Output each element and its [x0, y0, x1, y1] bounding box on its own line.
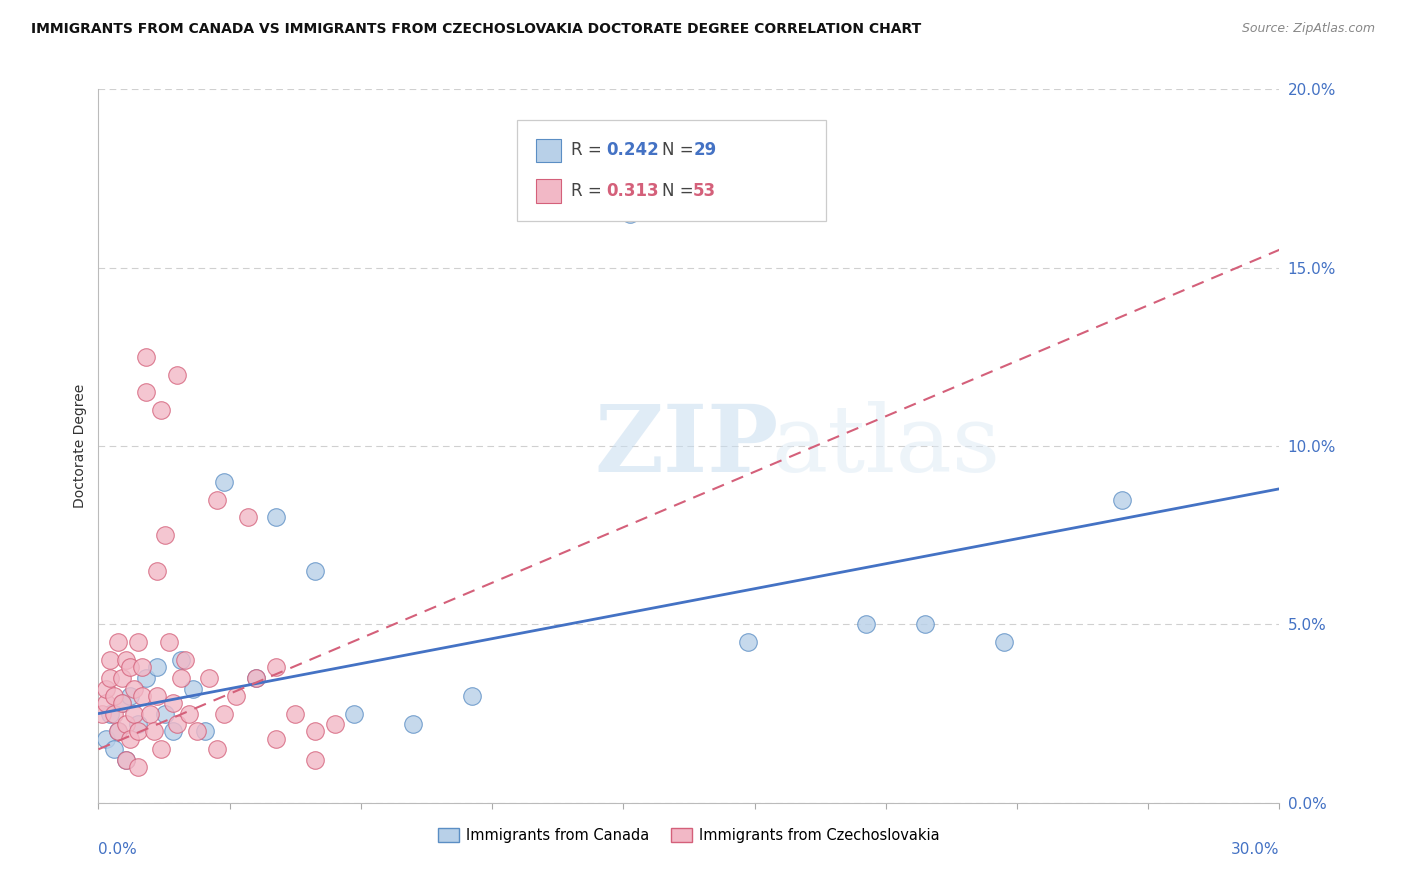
Point: [194, 724, 217, 739]
Point: [993, 635, 1015, 649]
Text: N =: N =: [662, 141, 699, 159]
Point: [107, 635, 129, 649]
Point: [111, 696, 134, 710]
Text: 0.0%: 0.0%: [98, 842, 138, 857]
Point: [98, 706, 121, 721]
Text: R =: R =: [571, 182, 607, 200]
Point: [304, 564, 326, 578]
Point: [103, 706, 125, 721]
Text: IMMIGRANTS FROM CANADA VS IMMIGRANTS FROM CZECHOSLOVAKIA DOCTORATE DEGREE CORREL: IMMIGRANTS FROM CANADA VS IMMIGRANTS FRO…: [31, 22, 921, 37]
Point: [304, 753, 326, 767]
Point: [115, 753, 138, 767]
Point: [162, 696, 184, 710]
Point: [138, 706, 160, 721]
Point: [115, 717, 138, 731]
Point: [855, 617, 877, 632]
Point: [122, 681, 145, 696]
Point: [461, 689, 484, 703]
Point: [264, 660, 287, 674]
Point: [127, 724, 149, 739]
Point: [323, 717, 346, 731]
Text: N =: N =: [662, 182, 699, 200]
Y-axis label: Doctorate Degree: Doctorate Degree: [73, 384, 87, 508]
Point: [96, 681, 118, 696]
Text: ZIP: ZIP: [595, 401, 779, 491]
Point: [150, 403, 173, 417]
Point: [174, 653, 197, 667]
Point: [131, 660, 153, 674]
Point: [214, 706, 236, 721]
Point: [737, 635, 759, 649]
Text: Source: ZipAtlas.com: Source: ZipAtlas.com: [1241, 22, 1375, 36]
Point: [157, 635, 180, 649]
Point: [177, 706, 200, 721]
Point: [115, 653, 138, 667]
Point: [98, 653, 121, 667]
Point: [205, 742, 228, 756]
Point: [146, 689, 169, 703]
Point: [264, 510, 287, 524]
Text: atlas: atlas: [772, 401, 1001, 491]
Point: [150, 742, 173, 756]
Point: [236, 510, 259, 524]
Point: [1111, 492, 1133, 507]
Point: [170, 671, 193, 685]
Point: [118, 660, 141, 674]
Point: [343, 706, 366, 721]
Point: [245, 671, 267, 685]
Point: [127, 760, 149, 774]
Point: [91, 706, 114, 721]
Text: 29: 29: [693, 141, 717, 159]
Point: [142, 724, 165, 739]
Point: [166, 717, 188, 731]
Point: [118, 731, 141, 746]
Text: 30.0%: 30.0%: [1232, 842, 1279, 857]
Point: [103, 689, 125, 703]
Point: [619, 207, 641, 221]
Point: [127, 635, 149, 649]
Point: [166, 368, 188, 382]
Point: [118, 689, 141, 703]
Point: [96, 731, 118, 746]
Text: 0.242: 0.242: [606, 141, 659, 159]
Point: [131, 689, 153, 703]
Point: [107, 724, 129, 739]
Point: [162, 724, 184, 739]
Point: [146, 660, 169, 674]
Legend: Immigrants from Canada, Immigrants from Czechoslovakia: Immigrants from Canada, Immigrants from …: [433, 822, 945, 849]
Point: [205, 492, 228, 507]
Point: [402, 717, 425, 731]
Point: [155, 528, 177, 542]
Point: [135, 671, 157, 685]
Point: [135, 385, 157, 400]
Point: [197, 671, 219, 685]
Point: [111, 696, 134, 710]
Point: [107, 724, 129, 739]
Text: 0.313: 0.313: [606, 182, 658, 200]
Point: [115, 753, 138, 767]
Point: [103, 742, 125, 756]
Point: [264, 731, 287, 746]
Text: 53: 53: [693, 182, 716, 200]
Point: [98, 671, 121, 685]
Point: [304, 724, 326, 739]
Point: [146, 564, 169, 578]
Point: [520, 171, 543, 186]
Point: [96, 696, 118, 710]
Point: [245, 671, 267, 685]
Point: [135, 350, 157, 364]
Text: R =: R =: [571, 141, 607, 159]
Point: [127, 717, 149, 731]
Point: [170, 653, 193, 667]
Point: [155, 706, 177, 721]
Point: [122, 706, 145, 721]
Point: [214, 475, 236, 489]
Point: [181, 681, 204, 696]
Point: [284, 706, 307, 721]
Point: [111, 671, 134, 685]
Point: [186, 724, 208, 739]
Point: [914, 617, 936, 632]
Point: [225, 689, 247, 703]
